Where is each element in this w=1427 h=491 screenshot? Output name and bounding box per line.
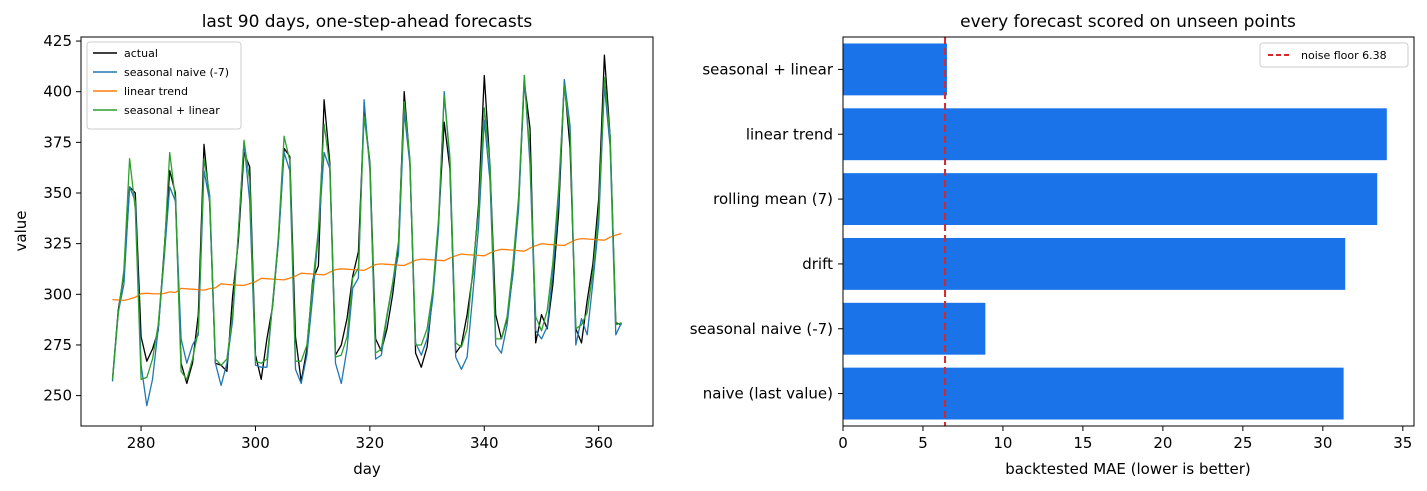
x-tick-label: 5 — [918, 434, 928, 452]
line-chart-y-label: value — [12, 211, 30, 252]
x-tick-label: 360 — [584, 434, 613, 452]
bar-chart-ticks: 0 5 10 15 20 25 30 35 — [838, 426, 1412, 452]
bar-seasonal-linear — [843, 43, 947, 96]
x-tick-label: 35 — [1393, 434, 1412, 452]
y-tick-label: 300 — [43, 285, 72, 303]
category-label: linear trend — [746, 125, 833, 143]
bar-chart-title: every forecast scored on unseen points — [960, 12, 1296, 32]
bar-chart-x-label: backtested MAE (lower is better) — [1005, 460, 1251, 478]
x-tick-label: 20 — [1153, 434, 1172, 452]
y-tick-label: 400 — [43, 83, 72, 101]
x-tick-label: 10 — [993, 434, 1012, 452]
line-chart-ticks: 280 300 320 340 360 250 275 300 325 350 375 400 425 — [43, 32, 613, 452]
legend-label: linear trend — [124, 85, 188, 98]
category-label: rolling mean (7) — [713, 190, 833, 208]
x-tick-label: 25 — [1233, 434, 1252, 452]
y-tick-label: 250 — [43, 387, 72, 405]
bar-linear-trend — [843, 108, 1387, 161]
bar-rolling-mean-7- — [843, 173, 1378, 226]
series-line-seasonal-linear — [111, 74, 622, 381]
y-tick-label: 375 — [43, 133, 72, 151]
category-label: seasonal + linear — [702, 60, 833, 78]
line-series-group — [111, 54, 623, 407]
legend-box — [1259, 42, 1409, 68]
bar-chart-legend: noise floor 6.38 — [1259, 42, 1409, 68]
line-chart-x-label: day — [353, 460, 381, 478]
forecast-line-chart: last 90 days, one-step-ahead forecasts 2… — [12, 12, 654, 478]
category-label: naive (last value) — [703, 385, 833, 403]
x-tick-label: 320 — [356, 434, 385, 452]
x-tick-label: 30 — [1313, 434, 1332, 452]
x-tick-label: 280 — [127, 434, 156, 452]
y-tick-label: 425 — [43, 32, 72, 50]
line-chart-title: last 90 days, one-step-ahead forecasts — [202, 12, 533, 32]
bar-naive-last-value- — [843, 367, 1344, 420]
legend-label: noise floor 6.38 — [1301, 49, 1387, 62]
line-chart-frame — [80, 36, 654, 427]
line-chart-legend: actual seasonal naive (-7) linear trend sea… — [86, 41, 242, 130]
series-line-linear-trend — [112, 232, 622, 302]
legend-label: seasonal naive (-7) — [124, 66, 229, 79]
y-tick-label: 350 — [43, 184, 72, 202]
legend-box — [86, 41, 242, 130]
bar-drift — [843, 237, 1346, 290]
x-tick-label: 340 — [470, 434, 499, 452]
x-tick-label: 15 — [1073, 434, 1092, 452]
legend-label: actual — [124, 47, 158, 60]
y-tick-label: 325 — [43, 235, 72, 253]
category-label: seasonal naive (-7) — [690, 320, 833, 338]
category-label: drift — [802, 255, 833, 273]
mae-bar-chart: every forecast scored on unseen points s… — [690, 12, 1415, 478]
x-tick-label: 300 — [241, 434, 270, 452]
bar-seasonal-naive-7- — [843, 302, 986, 355]
x-tick-label: 0 — [838, 434, 848, 452]
bar-group: seasonal + linear linear trend rolling mea… — [690, 43, 1387, 420]
y-tick-label: 275 — [43, 336, 72, 354]
legend-label: seasonal + linear — [124, 104, 220, 117]
bar-chart-frame — [842, 36, 1415, 427]
